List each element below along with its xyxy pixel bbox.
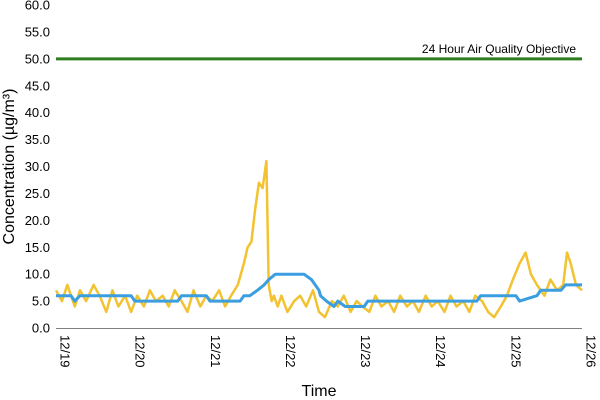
x-tick-label: 12/22 [283,335,298,368]
y-tick-label: 25.0 [25,186,50,201]
x-tick-label: 12/19 [58,335,73,368]
y-tick-label: 20.0 [25,213,50,228]
y-tick-label: 50.0 [25,51,50,66]
objective-label: 24 Hour Air Quality Objective [422,42,576,56]
x-tick-label: 12/24 [433,335,448,368]
y-tick-label: 60.0 [25,0,50,13]
x-tick-label: 12/23 [358,335,373,368]
y-tick-label: 0.0 [32,321,50,336]
x-axis-tick-labels: 12/19 12/20 12/21 12/22 12/23 12/24 12/25 12/26 [58,335,599,368]
y-tick-label: 5.0 [32,294,50,309]
y-tick-label: 40.0 [25,105,50,120]
y-tick-label: 10.0 [25,267,50,282]
y-tick-label: 30.0 [25,159,50,174]
y-tick-label: 45.0 [25,78,50,93]
y-tick-label: 35.0 [25,132,50,147]
series-rolling-average-line [56,272,582,308]
x-tick-label: 12/25 [508,335,523,368]
y-tick-label: 55.0 [25,24,50,39]
series-hourly-line [54,159,583,319]
x-axis-title: Time [302,383,337,400]
x-tick-label: 12/21 [208,335,223,368]
y-tick-label: 15.0 [25,240,50,255]
x-tick-label: 12/20 [133,335,148,368]
x-tick-label: 12/26 [584,335,599,368]
y-axis-tick-labels: 0.0 5.0 10.0 15.0 20.0 25.0 30.0 35.0 40.0 45.0 50… [25,0,50,336]
y-axis-title: Concentration (µg/m³) [1,89,18,245]
